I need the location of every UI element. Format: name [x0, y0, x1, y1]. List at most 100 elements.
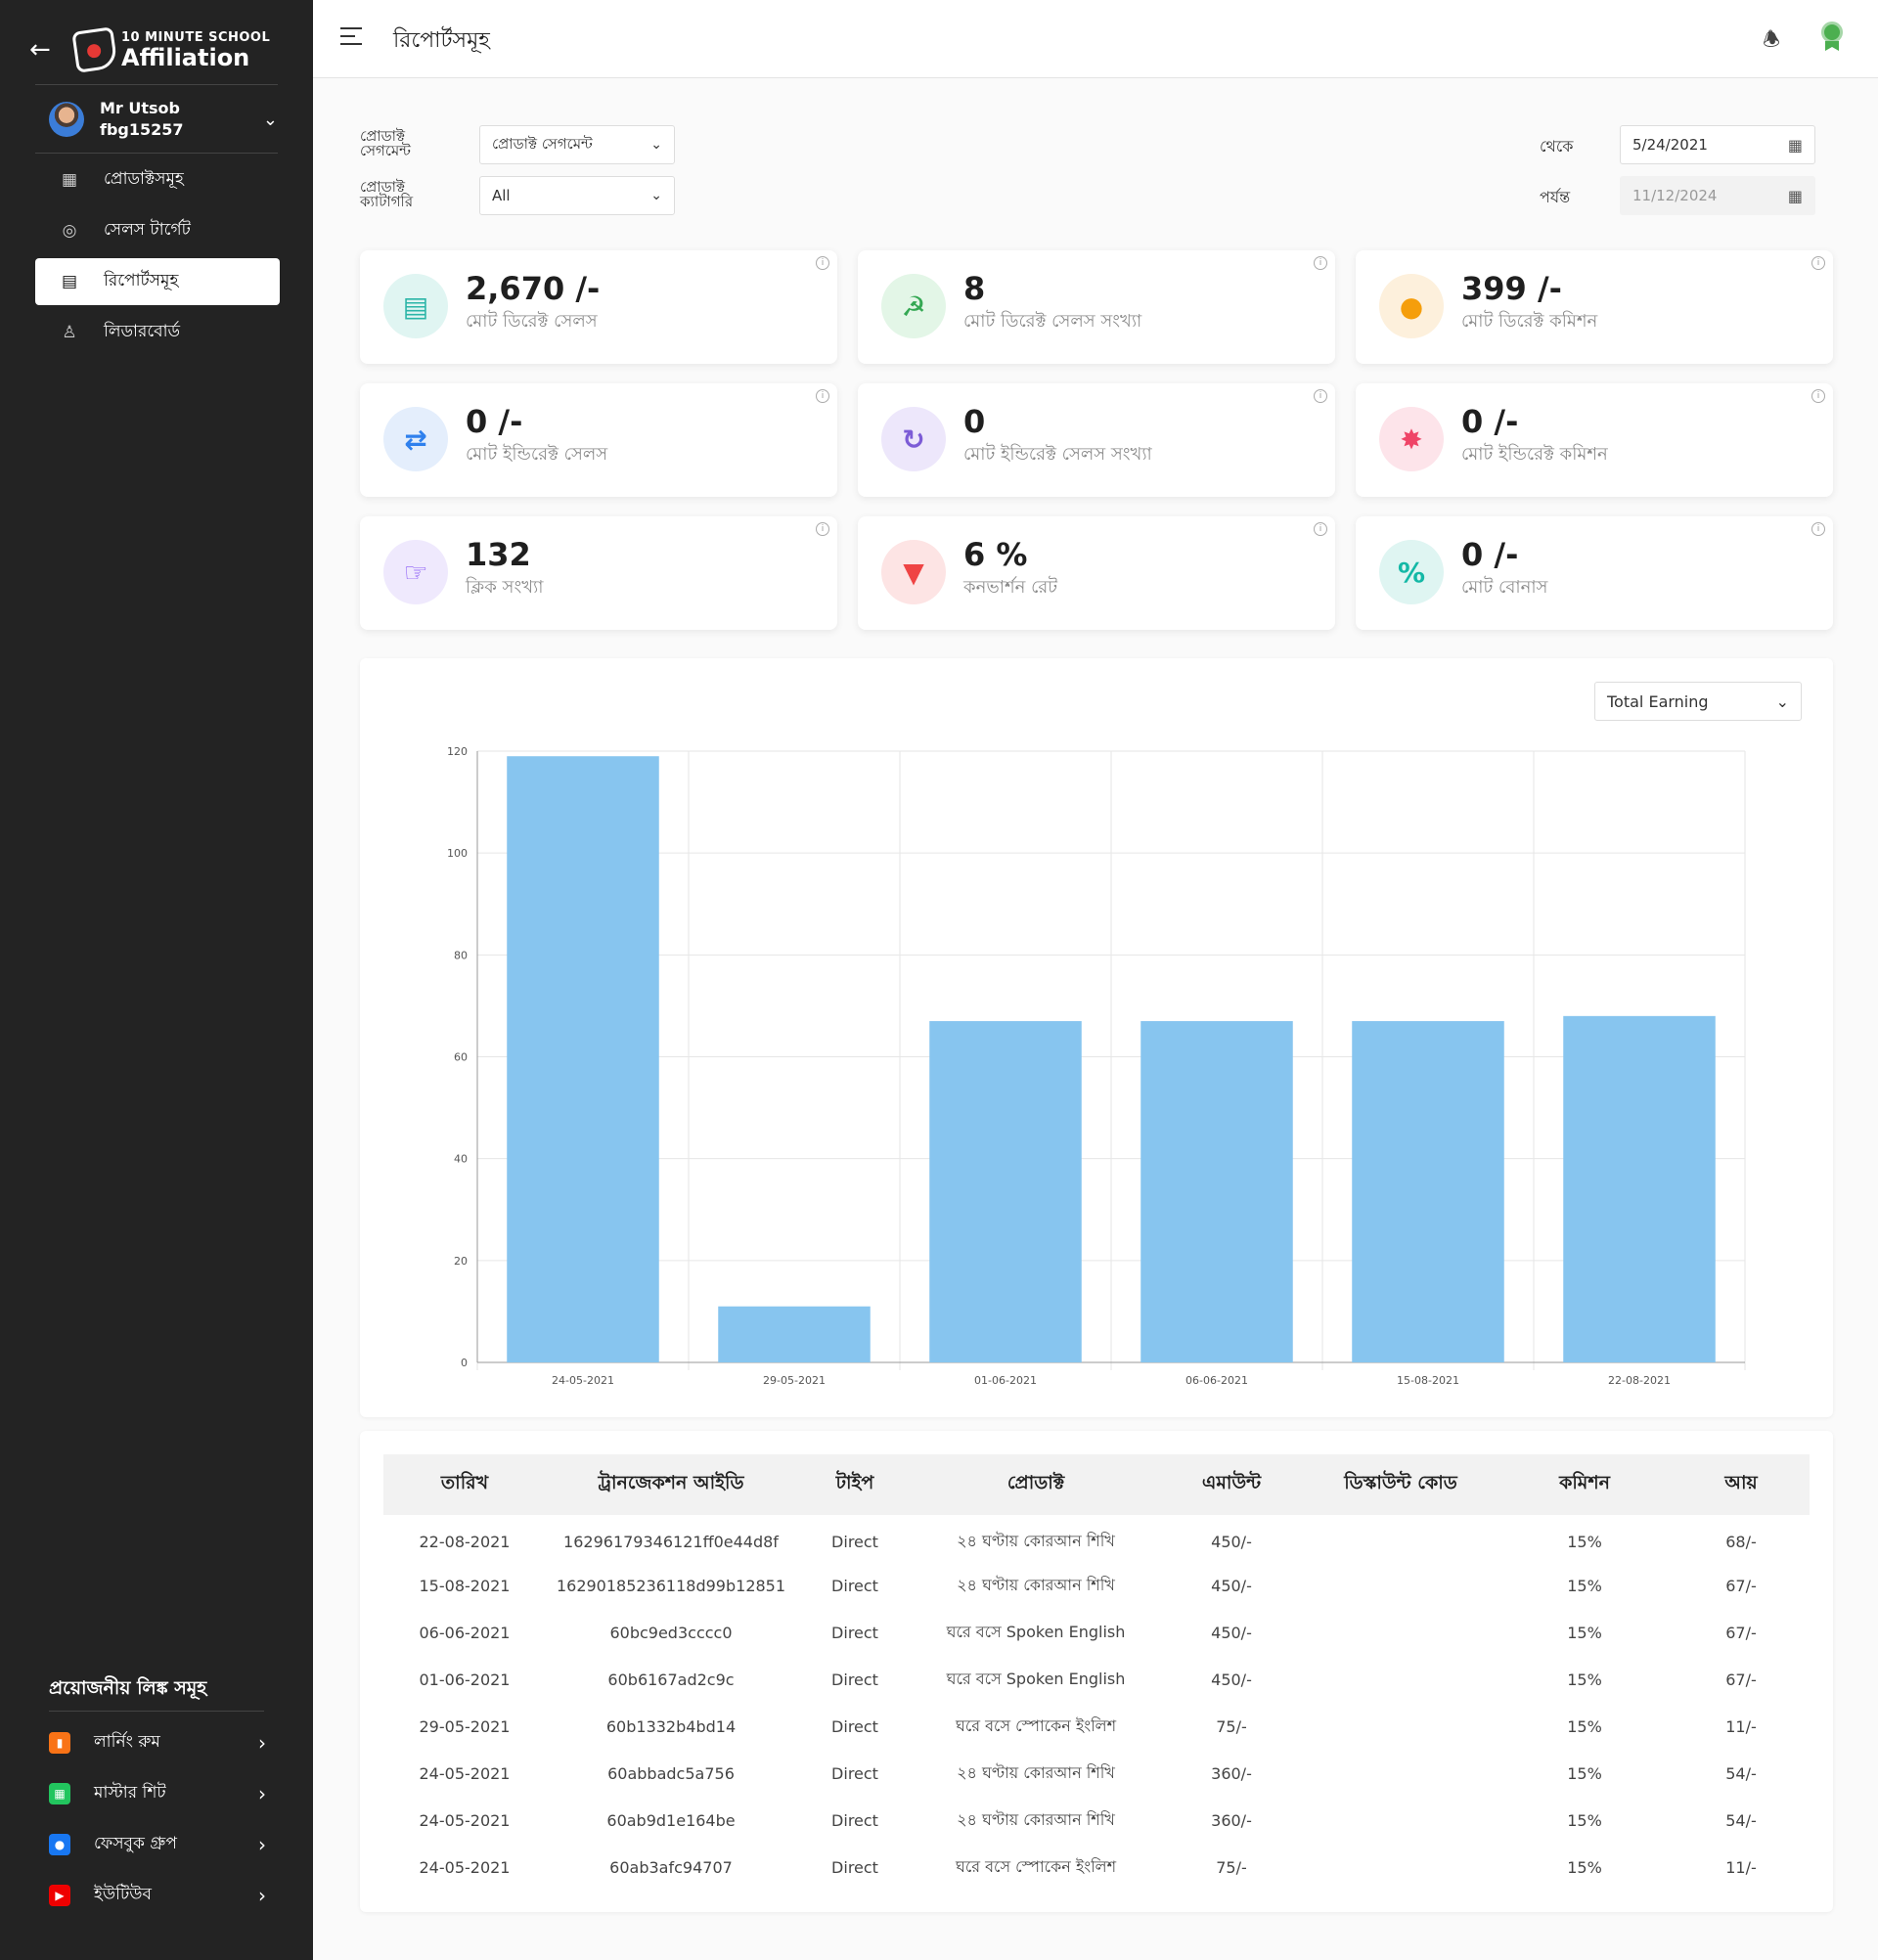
- cell-transaction-id: 60abbadc5a756: [607, 1763, 735, 1783]
- cell-transaction-id: 16296179346121ff0e44d8f: [563, 1532, 779, 1551]
- group-icon: ●: [49, 1834, 70, 1855]
- info-icon[interactable]: i: [1811, 256, 1825, 270]
- table-row: 22-08-2021 16296179346121ff0e44d8f Direct ২…: [383, 1515, 1810, 1562]
- stat-label: কনভার্শন রেট: [963, 577, 1058, 598]
- user-menu[interactable]: Mr Utsob fbg15257 ⌄: [49, 98, 278, 141]
- bell-icon[interactable]: 🕭: [1763, 27, 1780, 51]
- chevron-down-icon: ⌄: [650, 188, 662, 203]
- col-date: তারিখ: [440, 1472, 489, 1493]
- cell-date: 24-05-2021: [419, 1857, 511, 1877]
- link-master-sheet[interactable]: ▦ মাস্টার শিট ›: [49, 1768, 266, 1819]
- cell-product: ২৪ ঘণ্টায় কোরআন শিখি: [957, 1531, 1115, 1550]
- book-icon: ▮: [49, 1732, 70, 1754]
- y-tick-label: 120: [447, 745, 468, 758]
- cell-transaction-id: 60b6167ad2c9c: [607, 1670, 735, 1689]
- sidebar: ← 10 MINUTE SCHOOL Affiliation Mr Utsob …: [0, 0, 313, 1960]
- stat-card-clicks: ☞ 132 ক্লিক সংখ্যা i: [360, 516, 837, 630]
- click-icon: ☞: [383, 540, 448, 604]
- info-icon[interactable]: i: [816, 522, 829, 536]
- info-icon[interactable]: i: [816, 389, 829, 403]
- info-icon[interactable]: i: [1811, 389, 1825, 403]
- cell-transaction-id: 60b1332b4bd14: [605, 1716, 737, 1736]
- exchange-icon: ⇄: [383, 407, 448, 471]
- logo-main-text: Affiliation: [121, 43, 250, 71]
- cell-date: 22-08-2021: [419, 1532, 511, 1551]
- cell-discount-code: [1305, 1515, 1497, 1562]
- segment-select[interactable]: প্রোডাক্ট সেগমেন্ট ⌄: [479, 125, 675, 164]
- cell-product: ২৪ ঘণ্টায় কোরআন শিখি: [957, 1762, 1115, 1782]
- logo[interactable]: 10 MINUTE SCHOOL Affiliation: [71, 26, 270, 73]
- segment-label: প্রোডাক্ট সেগমেন্ট: [360, 127, 411, 159]
- target-icon: ◎: [62, 221, 77, 241]
- cell-date: 06-06-2021: [419, 1623, 511, 1642]
- cell-amount: 450/-: [1211, 1623, 1252, 1642]
- link-youtube[interactable]: ▶ ইউটিউব ›: [49, 1870, 266, 1921]
- x-tick-label: 24-05-2021: [552, 1374, 614, 1387]
- stat-label: মোট ইন্ডিরেক্ট কমিশন: [1461, 444, 1608, 465]
- calendar-icon[interactable]: ▦: [1787, 135, 1803, 155]
- stat-value: 399 /-: [1461, 270, 1562, 307]
- sidebar-nav: ▦ প্রোডাক্টসমূহ ◎ সেলস টার্গেট ▤ রিপোর্ট…: [35, 156, 280, 360]
- sidebar-item-products[interactable]: ▦ প্রোডাক্টসমূহ: [35, 156, 280, 203]
- cell-commission: 15%: [1567, 1810, 1602, 1830]
- cell-date: 01-06-2021: [419, 1670, 511, 1689]
- taka-badge-icon: ✸: [1379, 407, 1444, 471]
- cell-discount-code: [1305, 1656, 1497, 1703]
- sidebar-item-leaderboard[interactable]: ♙ লিডারবোর্ড: [35, 309, 280, 356]
- sidebar-item-sales-target[interactable]: ◎ সেলস টার্গেট: [35, 207, 280, 254]
- logo-mark-icon: [71, 26, 118, 73]
- cell-product: ২৪ ঘণ্টায় কোরআন শিখি: [957, 1809, 1115, 1829]
- link-facebook-group[interactable]: ● ফেসবুক গ্রুপ ›: [49, 1819, 266, 1870]
- sidebar-item-reports[interactable]: ▤ রিপোর্টসমূহ: [35, 258, 280, 305]
- medal-icon[interactable]: [1821, 22, 1845, 51]
- cell-transaction-id: 60ab9d1e164be: [606, 1810, 736, 1830]
- info-icon[interactable]: i: [1314, 256, 1327, 270]
- cell-date: 29-05-2021: [419, 1716, 511, 1736]
- x-tick-label: 06-06-2021: [1185, 1374, 1248, 1387]
- info-icon[interactable]: i: [1811, 522, 1825, 536]
- link-learning-room[interactable]: ▮ লার্নিং রুম ›: [49, 1717, 266, 1768]
- bar: [507, 756, 659, 1362]
- from-date-input[interactable]: 5/24/2021 ▦: [1620, 125, 1815, 164]
- cell-commission: 15%: [1567, 1532, 1602, 1551]
- table-row: 24-05-2021 60ab3afc94707 Direct ঘরে বসে স্প…: [383, 1844, 1810, 1891]
- cell-income: 67/-: [1725, 1576, 1757, 1595]
- stat-label: মোট ইন্ডিরেক্ট সেলস সংখ্যা: [963, 444, 1152, 465]
- stat-card-indirect-commission: ✸ 0 /- মোট ইন্ডিরেক্ট কমিশন i: [1356, 383, 1833, 497]
- link-label: লার্নিং রুম: [94, 1732, 160, 1752]
- cell-amount: 450/-: [1211, 1670, 1252, 1689]
- segment-value: প্রোডাক্ট সেগমেন্ট: [492, 134, 593, 153]
- table-row: 06-06-2021 60bc9ed3cccc0 Direct ঘরে বসে Spo…: [383, 1609, 1810, 1656]
- back-arrow-icon[interactable]: ←: [29, 35, 51, 65]
- stat-card-indirect-sales-count: ↻ 0 মোট ইন্ডিরেক্ট সেলস সংখ্যা i: [858, 383, 1335, 497]
- from-date-value: 5/24/2021: [1632, 136, 1708, 154]
- info-icon[interactable]: i: [1314, 522, 1327, 536]
- bar: [1352, 1021, 1504, 1362]
- stat-value: 2,670 /-: [466, 270, 601, 307]
- bar: [929, 1021, 1082, 1362]
- calendar-icon: ▦: [1787, 186, 1803, 205]
- info-icon[interactable]: i: [1314, 389, 1327, 403]
- chevron-down-icon[interactable]: ⌄: [262, 109, 278, 130]
- stat-label: মোট ডিরেক্ট কমিশন: [1461, 311, 1598, 332]
- divider: [35, 84, 278, 85]
- sidebar-item-label: প্রোডাক্টসমূহ: [104, 169, 184, 189]
- info-icon[interactable]: i: [816, 256, 829, 270]
- cell-amount: 75/-: [1216, 1857, 1247, 1877]
- chart-metric-select[interactable]: Total Earning ⌄: [1594, 682, 1802, 721]
- y-tick-label: 60: [454, 1051, 468, 1064]
- report-icon: ▤: [61, 272, 78, 291]
- menu-icon[interactable]: [340, 27, 362, 51]
- topbar: রিপোর্টসমূহ 🕭: [313, 0, 1878, 78]
- cell-income: 11/-: [1725, 1857, 1757, 1877]
- cell-date: 24-05-2021: [419, 1763, 511, 1783]
- category-select[interactable]: All ⌄: [479, 176, 675, 215]
- cell-transaction-id: 60ab3afc94707: [609, 1857, 733, 1877]
- chevron-right-icon: ›: [258, 1884, 266, 1907]
- stat-card-indirect-sales: ⇄ 0 /- মোট ইন্ডিরেক্ট সেলস i: [360, 383, 837, 497]
- sidebar-item-label: লিডারবোর্ড: [104, 322, 181, 341]
- table-row: 15-08-2021 16290185236118d99b12851 Direct ২…: [383, 1562, 1810, 1609]
- user-name: Mr Utsob: [100, 99, 180, 117]
- chart-metric-value: Total Earning: [1607, 691, 1709, 711]
- useful-links: ▮ লার্নিং রুম › ▦ মাস্টার শিট › ● ফেসবুক…: [49, 1717, 266, 1921]
